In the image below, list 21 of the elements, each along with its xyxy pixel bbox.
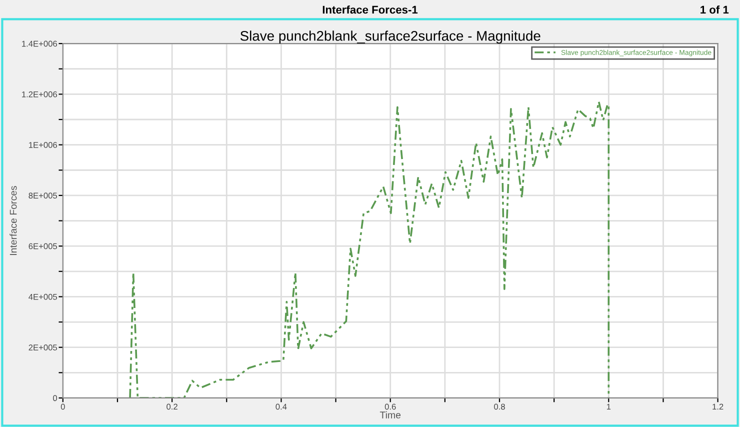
x-tick-label: 0.2 [166, 404, 178, 410]
text: 1 of 1 [700, 5, 729, 14]
text: Interface Forces-1 [322, 5, 418, 14]
y-tick-label: 2E+005 [28, 344, 57, 350]
y-tick-label: 6E+005 [28, 243, 57, 250]
y-tick-label: 0 [53, 395, 58, 402]
y-tick-label: 4E+005 [28, 294, 57, 300]
y-tick-label: 8E+005 [28, 192, 57, 199]
y-tick-label: 1.4E+006 [22, 40, 57, 47]
x-tick-label: 1.2 [712, 404, 724, 410]
x-axis-title: Time [380, 411, 401, 418]
chart-title: Slave punch2blank_surface2surface - Magnitude [240, 30, 540, 44]
line-series [129, 100, 610, 398]
y-axis-title: Interface Forces [10, 186, 17, 255]
y-tick-label: 1E+006 [29, 142, 57, 148]
y-tick-label: 1.2E+006 [22, 91, 57, 98]
x-tick-label: 0.6 [384, 404, 396, 410]
x-tick-label: 1 [606, 404, 611, 410]
x-tick-label: 0.4 [276, 404, 287, 410]
x-tick-label: 0.8 [494, 404, 505, 410]
x-tick-label: 0 [60, 404, 65, 410]
